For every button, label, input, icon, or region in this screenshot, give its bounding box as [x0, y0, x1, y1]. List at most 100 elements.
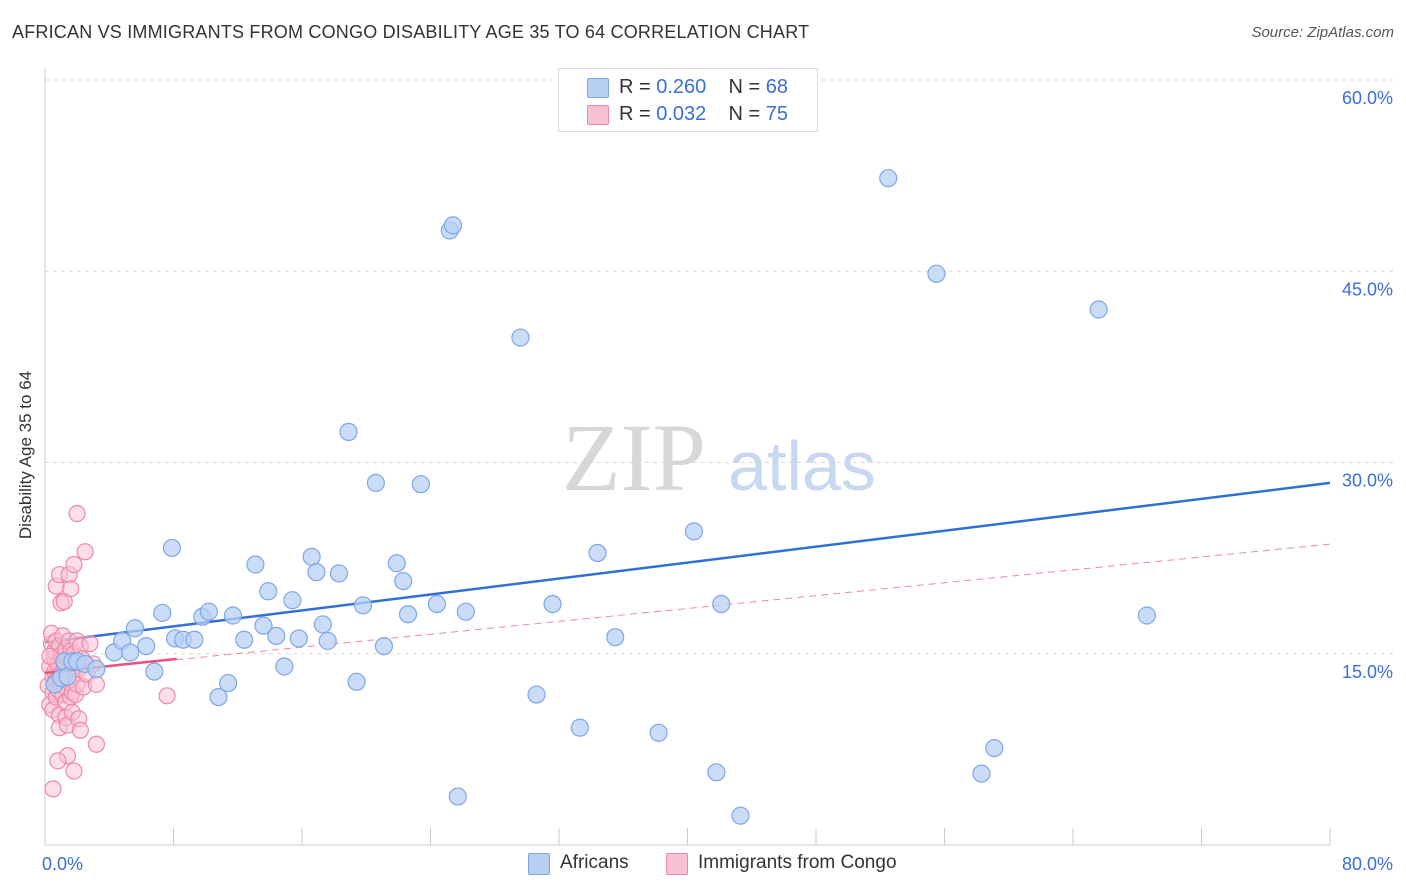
data-point-africans [307, 563, 326, 582]
data-point-africans [223, 606, 243, 625]
data-point-congo [71, 721, 89, 739]
data-point-africans [259, 582, 278, 601]
watermark: ZIP atlas [562, 404, 876, 511]
data-point-africans [283, 591, 302, 610]
legend-swatch-africans [587, 78, 609, 98]
data-point-africans [972, 764, 991, 783]
data-point-africans [347, 672, 366, 691]
data-point-africans [927, 264, 946, 283]
data-point-congo [158, 687, 176, 705]
data-point-congo [65, 762, 83, 780]
data-point-africans [289, 629, 308, 648]
n-label: N = [728, 102, 761, 125]
data-point-africans [313, 615, 332, 634]
data-point-africans [398, 605, 418, 624]
x-tick-label: 80.0% [1342, 854, 1393, 874]
data-point-africans [275, 657, 294, 676]
data-point-africans [185, 630, 204, 649]
watermark-atlas: atlas [728, 427, 876, 505]
n-value: 68 [765, 75, 789, 98]
data-point-africans [125, 619, 145, 638]
data-point-congo [44, 780, 62, 798]
data-point-africans [374, 636, 394, 656]
legend-swatch-congo [666, 853, 688, 875]
n-value: 75 [765, 102, 789, 125]
data-point-congo [81, 634, 99, 653]
x-tick-label: 0.0% [42, 854, 83, 874]
data-point-africans [353, 596, 373, 615]
data-point-africans [394, 571, 413, 591]
data-point-africans [448, 787, 467, 806]
data-point-africans [209, 687, 228, 707]
data-point-congo [76, 543, 94, 561]
data-point-congo [65, 555, 83, 574]
data-point-africans [606, 628, 625, 647]
data-point-africans [712, 594, 731, 614]
data-point-congo [62, 580, 80, 598]
data-point-congo [87, 675, 106, 693]
data-point-congo [68, 504, 86, 523]
data-point-africans [543, 594, 562, 614]
watermark-zip: ZIP [562, 404, 706, 511]
r-value: 0.260 [656, 75, 707, 98]
data-point-africans [649, 723, 668, 742]
data-point-africans [456, 602, 475, 621]
r-label: R = [619, 102, 651, 125]
data-point-africans [1089, 300, 1108, 319]
y-tick-label: 15.0% [1342, 662, 1393, 682]
n-label: N = [728, 75, 761, 98]
data-point-africans [879, 169, 898, 188]
r-label: R = [619, 75, 651, 98]
legend-swatch-africans [528, 853, 550, 875]
data-point-africans [267, 626, 286, 646]
chart-title: AFRICAN VS IMMIGRANTS FROM CONGO DISABIL… [12, 22, 810, 42]
data-point-africans [570, 718, 589, 737]
y-tick-label: 45.0% [1342, 279, 1393, 299]
data-point-africans [1137, 606, 1156, 625]
data-point-africans [246, 555, 265, 574]
data-point-africans [411, 475, 430, 494]
legend-swatch-congo [587, 105, 609, 125]
legend-label-africans: Africans [560, 852, 629, 873]
tick-labels: 15.0% 30.0% 45.0% 60.0% 0.0% 80.0% [42, 88, 1393, 874]
data-point-africans [511, 328, 530, 347]
legend-label-congo: Immigrants from Congo [698, 852, 897, 873]
gridlines [45, 79, 1393, 655]
data-point-africans [731, 806, 750, 825]
data-point-africans [985, 738, 1004, 758]
y-tick-label: 60.0% [1342, 88, 1393, 108]
data-point-africans [366, 473, 385, 492]
series-africans-points [45, 169, 1156, 825]
data-point-africans [527, 685, 546, 704]
trend-lines [44, 481, 1331, 674]
data-point-africans [162, 538, 181, 558]
data-point-africans [121, 643, 140, 662]
data-point-africans [137, 636, 156, 656]
data-point-congo [49, 752, 67, 770]
data-point-africans [318, 631, 337, 651]
data-point-africans [219, 673, 238, 693]
r-value: 0.032 [656, 102, 707, 125]
data-point-africans [235, 630, 254, 649]
data-point-congo [87, 735, 106, 753]
data-point-africans [707, 763, 726, 782]
data-point-africans [87, 659, 106, 679]
source-label: Source: ZipAtlas.com [1251, 24, 1394, 41]
data-point-africans [254, 616, 273, 635]
y-tick-label: 30.0% [1342, 471, 1393, 491]
trendline-africans [44, 481, 1331, 644]
correlation-legend: R = 0.260 N = 68 R = 0.032 N = 75 [558, 68, 818, 132]
data-point-africans [302, 547, 321, 566]
data-point-africans [153, 603, 172, 623]
data-point-africans [387, 554, 406, 573]
data-point-africans [443, 216, 463, 235]
axes [44, 68, 1331, 846]
data-point-africans [145, 662, 164, 681]
data-point-africans [588, 543, 607, 563]
data-point-africans [427, 594, 447, 614]
data-point-africans [684, 522, 704, 541]
data-point-africans [199, 602, 218, 621]
data-point-africans [58, 667, 77, 686]
data-point-africans [329, 564, 349, 583]
